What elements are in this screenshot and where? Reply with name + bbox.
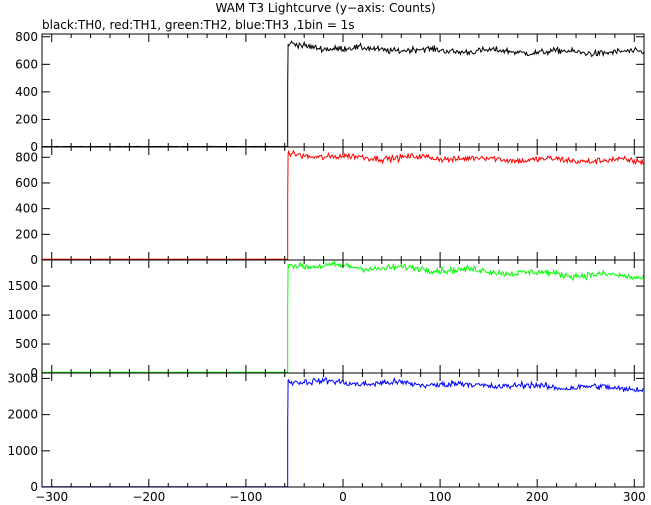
series-line-th0 [42,40,645,148]
y-tick-label-th0: 0 [30,140,38,154]
y-tick-label-th1: 400 [15,202,38,216]
y-tick-label-th0: 200 [15,112,38,126]
series-line-th1 [41,149,645,260]
panel-frame-th3 [41,372,645,488]
x-tick-label: −300 [35,490,68,504]
chart-subtitle: black:TH0, red:TH1, green:TH2, blue:TH3 … [42,18,355,32]
y-tick-label-th3: 0 [30,480,38,494]
y-tick-label-th0: 800 [15,30,38,44]
y-tick-label-th2: 0 [30,366,38,380]
x-tick-label: 300 [623,490,646,504]
y-tick-label-th0: 600 [15,57,38,71]
y-tick-label-th0: 400 [15,85,38,99]
y-tick-label-th3: 2000 [7,408,38,422]
x-tick-label: −200 [132,490,165,504]
panel-frame-th0 [41,33,645,148]
y-tick-label-th1: 800 [15,150,38,164]
y-tick-label-th3: 1000 [7,444,38,458]
y-tick-label-th1: 0 [30,253,38,267]
y-tick-label-th1: 200 [15,227,38,241]
panel-frame-th1 [41,146,645,261]
y-tick-label-th2: 1000 [7,308,38,322]
y-tick-label-th3: 3000 [7,371,38,385]
x-tick-label: 0 [339,490,347,504]
y-tick-label-th2: 500 [15,337,38,351]
x-tick-label: 200 [526,490,549,504]
y-tick-label-th1: 600 [15,176,38,190]
chart-title: WAM T3 Lightcurve (y−axis: Counts) [215,1,436,15]
panel-frame-th2 [41,259,645,374]
series-line-th2 [41,259,645,374]
x-tick-label: −100 [229,490,262,504]
series-line-th3 [42,376,644,488]
x-tick-label: 100 [429,490,452,504]
y-tick-label-th2: 1500 [7,279,38,293]
